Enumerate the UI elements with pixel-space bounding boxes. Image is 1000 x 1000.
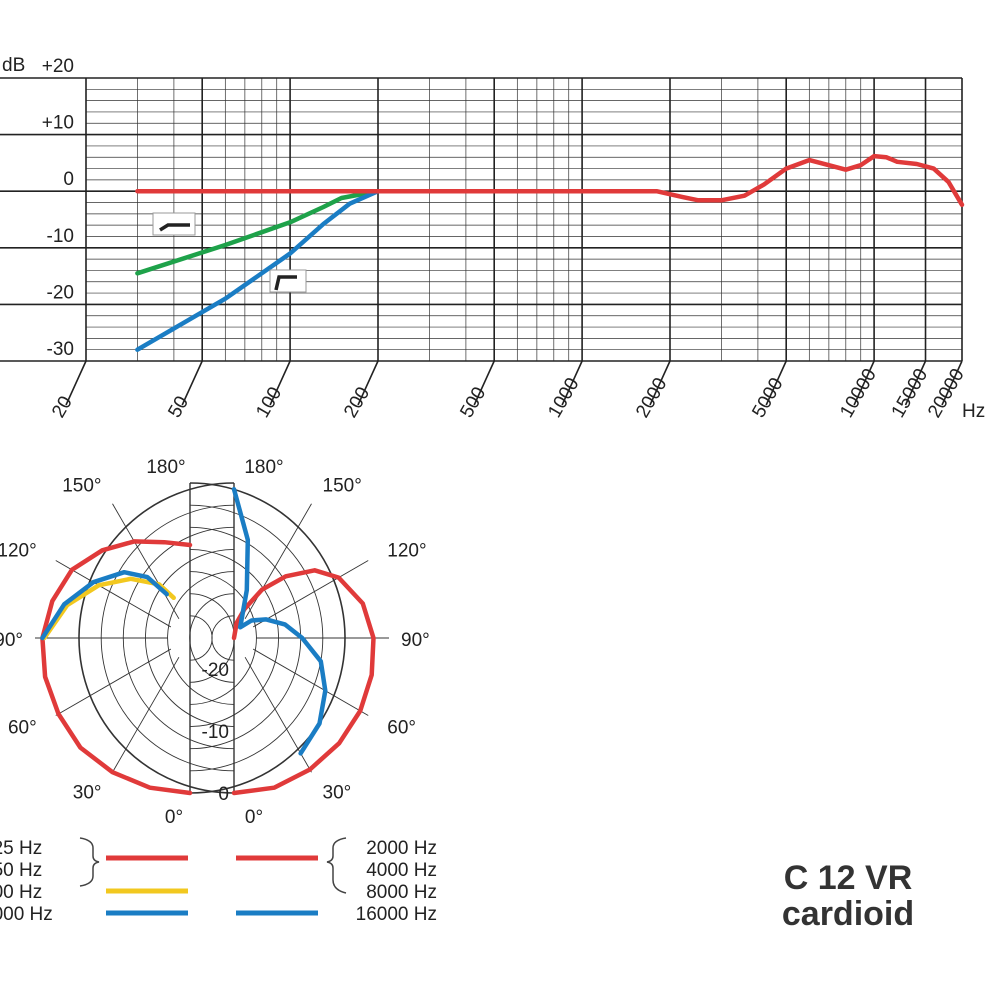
legend: 125 Hz 250 Hz 500 Hz 1000 Hz 2000 Hz 400…	[0, 837, 437, 925]
polar-angle-label-left: 120°	[0, 541, 37, 562]
x-tick-slant	[765, 360, 787, 406]
x-tick-slant	[65, 360, 87, 406]
x-tick-label: 15000	[888, 365, 933, 421]
polar-spoke	[112, 656, 180, 773]
frequency-response-chart: +20 +10 0 -10 -20 -30 dB 20 50 100 200 500 1000 200…	[0, 55, 985, 422]
x-tick-label: 200	[340, 384, 374, 422]
polar-angle-label-right: 180°	[244, 457, 283, 478]
steep-slope-switch-icon	[269, 269, 307, 293]
polar-series-group	[40, 486, 376, 796]
polar-spoke	[55, 648, 172, 716]
y-tick-label: +10	[42, 113, 74, 134]
legend-label-500hz: 500 Hz	[0, 882, 42, 903]
x-tick-slant	[181, 360, 203, 406]
y-axis-labels: +20 +10 0 -10 -20 -30	[42, 56, 74, 360]
polar-angle-label-left: 180°	[146, 457, 185, 478]
polar-angle-label-left: 60°	[8, 718, 37, 739]
polar-angle-labels: 0° 30° 60° 90° 120° 150° 180° 0° 30° 60° 90° 120° 15…	[0, 457, 430, 828]
polar-radial-label: 0	[218, 784, 229, 805]
model-name: C 12 VR	[784, 859, 913, 897]
x-tick-slant	[904, 360, 927, 406]
x-tick-label: 2000	[632, 374, 671, 421]
x-tick-slant	[561, 360, 583, 406]
x-tick-slant	[357, 360, 379, 406]
y-tick-label: -10	[47, 226, 74, 247]
polar-ring	[78, 482, 235, 794]
polar-radial-label: -20	[202, 660, 229, 681]
legend-label-16000hz: 16000 Hz	[356, 904, 437, 925]
y-tick-label: -20	[47, 282, 74, 303]
polar-series-16000-hz	[231, 486, 328, 756]
legend-label-4000hz: 4000 Hz	[366, 860, 437, 881]
legend-label-250hz: 250 Hz	[0, 860, 42, 881]
legend-brace-right	[326, 837, 347, 894]
series-line-bass-cut-gentle-	[135, 188, 381, 276]
series-line-bass-cut-steep-	[135, 188, 381, 352]
polar-angle-label-right: 150°	[323, 476, 362, 497]
gentle-slope-switch-icon	[152, 212, 196, 236]
polar-spoke	[244, 503, 312, 620]
series-line-frequency-response	[135, 153, 965, 208]
x-tick-label: 5000	[748, 374, 787, 421]
polar-ring	[100, 504, 235, 772]
polar-ring	[122, 526, 235, 750]
x-tick-slant	[649, 360, 671, 406]
legend-label-125hz: 125 Hz	[0, 838, 42, 859]
polar-ring	[189, 593, 235, 683]
polar-ring	[189, 615, 213, 661]
x-tick-slant	[941, 360, 963, 406]
x-tick-label: 500	[456, 384, 490, 422]
polar-pattern-chart: 0° 30° 60° 90° 120° 150° 180° 0° 30° 60° 90° 120° 15…	[0, 457, 430, 828]
polar-series-1000-hz	[40, 569, 169, 641]
polar-angle-label-right: 0°	[245, 807, 263, 828]
x-tick-label: 20	[48, 393, 77, 422]
polar-radial-labels: -20 -10 0	[202, 660, 229, 805]
polar-spoke	[252, 560, 369, 628]
x-tick-slant	[269, 360, 291, 406]
polar-angle-label-right: 30°	[323, 782, 352, 803]
polar-grid-right	[78, 482, 389, 794]
polar-radial-label: -10	[202, 722, 229, 743]
polar-angle-label-right: 90°	[401, 630, 430, 651]
x-tick-slant	[473, 360, 495, 406]
polar-ring	[167, 571, 235, 705]
x-axis-title: Hz	[962, 401, 985, 422]
polar-series-2000-hz-4000-hz-8000-hz	[231, 568, 376, 796]
pattern-name: cardioid	[782, 895, 914, 933]
x-tick-label: 10000	[836, 365, 881, 421]
x-tick-label: 50	[164, 393, 193, 422]
legend-label-2000hz: 2000 Hz	[366, 838, 437, 859]
polar-angle-label-left: 0°	[165, 807, 183, 828]
x-tick-label: 100	[252, 384, 286, 422]
major-grid	[0, 77, 963, 406]
polar-angle-label-left: 90°	[0, 630, 23, 651]
polar-angle-label-left: 150°	[62, 476, 101, 497]
polar-angle-label-right: 60°	[387, 718, 416, 739]
polar-spoke	[112, 503, 180, 620]
y-tick-label: 0	[63, 169, 74, 190]
polar-angle-label-left: 30°	[73, 782, 102, 803]
polar-angle-label-right: 120°	[387, 541, 426, 562]
polar-ring	[145, 548, 235, 728]
minor-grid	[85, 77, 963, 362]
y-axis-title: dB	[2, 55, 25, 76]
x-tick-label: 1000	[544, 374, 583, 421]
y-tick-label: +20	[42, 56, 74, 77]
polar-spoke	[252, 648, 369, 716]
legend-brace-left	[79, 837, 100, 887]
y-tick-label: -30	[47, 339, 74, 360]
polar-series-500-hz	[42, 576, 176, 641]
legend-label-1000hz: 1000 Hz	[0, 904, 53, 925]
series-group	[135, 153, 965, 352]
polar-ring	[211, 615, 235, 661]
legend-label-8000hz: 8000 Hz	[366, 882, 437, 903]
x-tick-slant	[853, 360, 875, 406]
polar-spoke	[55, 560, 172, 628]
